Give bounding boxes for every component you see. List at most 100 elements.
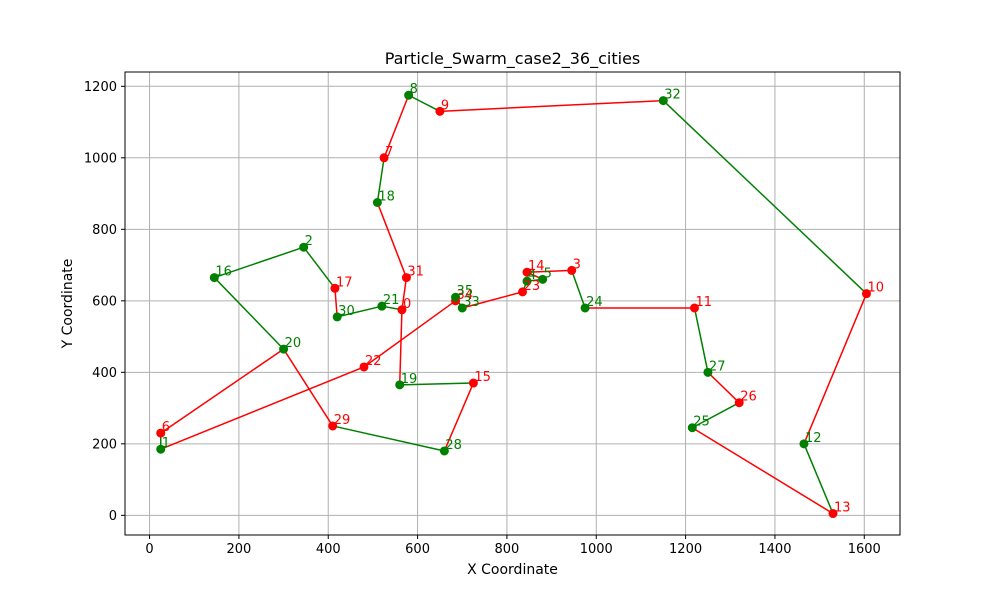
route-edge-2-17 — [303, 246, 336, 289]
city-point-17 — [330, 283, 340, 293]
city-label-25: 25 — [693, 415, 710, 430]
route-edge-25-26 — [691, 402, 740, 429]
city-label-12: 12 — [805, 431, 822, 446]
city-label-32: 32 — [664, 88, 681, 103]
y-tick-label: 800 — [92, 223, 117, 238]
route-edge-24-3 — [570, 270, 586, 309]
city-point-3 — [567, 265, 577, 275]
city-point-30 — [332, 312, 342, 322]
plot-frame — [124, 71, 901, 536]
city-point-2 — [299, 242, 309, 252]
route-edge-10-12 — [803, 293, 868, 445]
route-edge-8-9 — [408, 94, 441, 112]
route-edge-18-7 — [376, 157, 385, 203]
grid-lines — [125, 72, 900, 535]
city-point-25 — [687, 423, 697, 433]
y-tick-label: 0 — [109, 509, 117, 524]
route-edge-19-15 — [399, 382, 474, 386]
city-point-4 — [522, 276, 532, 286]
route-edge-9-32 — [439, 99, 664, 113]
y-axis-ticks: 0 200 400 600 800 1000 1200 — [84, 80, 125, 524]
route-edge-3-14 — [526, 269, 572, 273]
route-edge-17-30 — [334, 288, 338, 317]
city-label-7: 7 — [385, 145, 393, 160]
city-point-10 — [861, 289, 871, 299]
city-label-34: 34 — [457, 288, 474, 303]
city-label-4: 4 — [528, 268, 536, 283]
city-label-28: 28 — [445, 438, 462, 453]
x-tick-label: 1400 — [758, 542, 791, 557]
city-point-5 — [538, 274, 548, 284]
x-tick-label: 200 — [226, 542, 251, 557]
route-edge-0-19 — [398, 309, 403, 385]
city-points — [156, 90, 871, 519]
y-tick-label: 600 — [92, 294, 117, 309]
city-label-9: 9 — [441, 98, 449, 113]
city-point-9 — [435, 106, 445, 116]
route-edge-27-11 — [693, 307, 709, 373]
city-label-2: 2 — [305, 234, 313, 249]
city-point-35 — [451, 292, 461, 302]
city-label-11: 11 — [696, 295, 713, 310]
route-edge-22-1 — [160, 366, 365, 450]
city-label-6: 6 — [162, 420, 170, 435]
x-tick-label: 600 — [405, 542, 430, 557]
city-label-1: 1 — [162, 436, 170, 451]
x-tick-label: 1600 — [848, 542, 881, 557]
x-tick-label: 1000 — [580, 542, 613, 557]
city-label-27: 27 — [709, 359, 726, 374]
y-axis-label: Y Coordinate — [60, 259, 76, 350]
city-label-33: 33 — [463, 295, 480, 310]
y-tick-label: 1000 — [84, 151, 117, 166]
city-label-10: 10 — [867, 281, 884, 296]
route-edge-31-18 — [376, 202, 408, 278]
x-tick-label: 1200 — [669, 542, 702, 557]
city-point-32 — [658, 96, 668, 106]
city-label-35: 35 — [457, 284, 474, 299]
city-label-17: 17 — [336, 275, 353, 290]
route-edge-13-25 — [691, 427, 834, 515]
route-edge-28-29 — [332, 425, 445, 452]
city-point-24 — [580, 303, 590, 313]
city-label-29: 29 — [334, 413, 351, 428]
city-point-13 — [828, 509, 838, 519]
city-point-19 — [395, 380, 405, 390]
y-tick-label: 400 — [92, 366, 117, 381]
x-tick-label: 0 — [145, 542, 153, 557]
route-edge-29-20 — [282, 348, 334, 427]
city-point-29 — [328, 421, 338, 431]
route-edge-7-8 — [383, 94, 410, 159]
x-tick-label: 800 — [495, 542, 520, 557]
chart-title: Particle_Swarm_case2_36_cities — [385, 49, 641, 69]
city-point-18 — [372, 197, 382, 207]
city-label-22: 22 — [365, 354, 382, 369]
route-edge-30-21 — [337, 305, 383, 318]
y-tick-label: 200 — [92, 437, 117, 452]
city-point-1 — [156, 444, 166, 454]
city-label-31: 31 — [407, 265, 424, 280]
route-edge-6-20 — [160, 348, 284, 434]
x-axis-label: X Coordinate — [467, 562, 558, 578]
city-label-14: 14 — [528, 259, 545, 274]
y-tick-label: 1200 — [84, 80, 117, 95]
route-edge-12-13 — [803, 443, 834, 514]
city-label-5: 5 — [544, 266, 552, 281]
route-edge-0-31 — [401, 277, 408, 310]
city-point-22 — [359, 362, 369, 372]
route-edge-26-27 — [707, 371, 740, 404]
city-label-18: 18 — [378, 189, 395, 204]
route-edge-20-16 — [213, 277, 285, 350]
city-point-11 — [690, 303, 700, 313]
city-label-19: 19 — [401, 372, 418, 387]
city-label-20: 20 — [285, 336, 302, 351]
city-label-23: 23 — [524, 279, 541, 294]
city-label-21: 21 — [383, 293, 400, 308]
city-point-8 — [404, 90, 414, 100]
city-point-16 — [209, 273, 219, 283]
city-point-20 — [279, 344, 289, 354]
route-edge-23-33 — [462, 291, 523, 309]
route-edge-32-10 — [662, 100, 868, 295]
city-point-21 — [377, 301, 387, 311]
